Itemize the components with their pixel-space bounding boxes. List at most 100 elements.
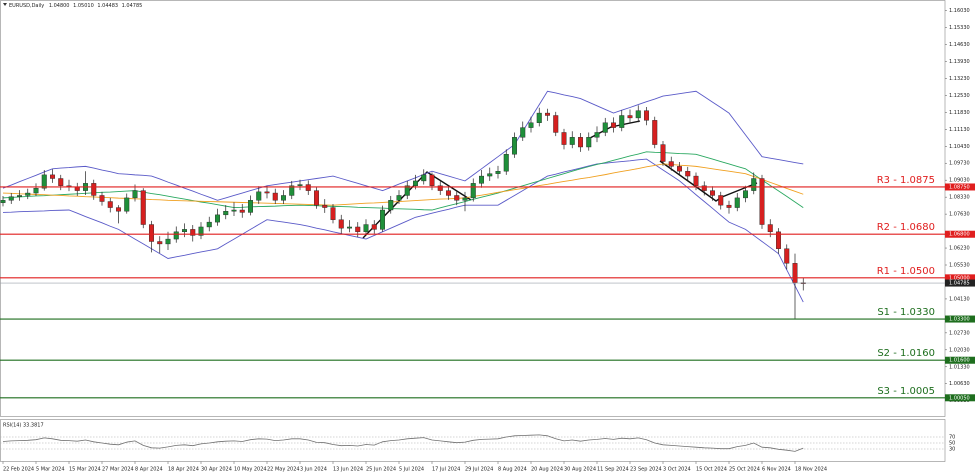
x-tick-label: 8 Aug 2024	[498, 467, 527, 473]
candle-body	[776, 231, 782, 249]
rsi-panel-frame	[0, 419, 946, 462]
candle-body	[685, 171, 691, 177]
y-tick-label: 1.00630	[949, 381, 970, 387]
x-tick-label: 18 Apr 2024	[168, 467, 199, 473]
candle-body	[8, 196, 14, 201]
candle-body	[50, 174, 56, 179]
candle-body	[305, 184, 311, 191]
candle-body	[693, 175, 699, 186]
candle-body	[726, 204, 732, 208]
candle-body	[454, 195, 460, 201]
candle-body	[223, 211, 229, 216]
level-axis-label: 1.03300	[949, 317, 970, 323]
candle-body	[594, 132, 600, 138]
candle-body	[33, 187, 39, 194]
level-axis-box	[945, 230, 975, 238]
candle-body	[198, 226, 204, 236]
candle-body	[734, 197, 740, 208]
candle-body	[190, 229, 196, 236]
x-tick-label: 20 Aug 2024	[531, 467, 563, 473]
y-tick-label: 1.08330	[949, 195, 970, 201]
candle-body	[124, 197, 130, 212]
candle-body	[99, 195, 105, 202]
level-axis-box	[945, 183, 975, 191]
candle-body	[25, 192, 31, 196]
candle-body	[536, 112, 542, 123]
candle-body	[479, 175, 485, 184]
high-value: 1.05010	[73, 3, 94, 9]
candle-body	[355, 226, 361, 233]
collapse-icon[interactable]	[3, 3, 7, 6]
y-tick-label: 1.05530	[949, 263, 970, 269]
candle-body	[107, 201, 113, 208]
candle-body	[470, 183, 476, 199]
candle-body	[247, 200, 253, 213]
rsi-line	[2, 434, 804, 452]
level-label: S3 - 1.0005	[877, 386, 935, 397]
candle-body	[17, 195, 23, 197]
y-tick-label: 1.06230	[949, 246, 970, 252]
symbol: EURUSD,Daily	[9, 3, 44, 9]
y-tick-label: 1.02030	[949, 347, 970, 353]
candle-body	[132, 190, 138, 199]
level-axis-label: 1.00050	[949, 395, 970, 401]
candle-body	[569, 137, 575, 145]
candle-body	[495, 171, 501, 174]
candle-body	[231, 209, 237, 212]
candle-body	[363, 224, 369, 233]
x-tick-label: 30 Aug 2024	[564, 467, 596, 473]
candle-body	[371, 224, 377, 230]
rsi-tick-label: 70	[949, 435, 955, 441]
x-tick-label: 11 Sep 2024	[597, 467, 629, 473]
indicator-line	[2, 90, 804, 201]
candle-body	[792, 263, 798, 283]
x-tick-label: 30 Apr 2024	[201, 467, 232, 473]
x-tick-label: 22 May 2024	[267, 467, 300, 473]
candle-body	[743, 190, 749, 199]
y-tick-label: 1.14630	[949, 42, 970, 48]
indicator-line	[2, 158, 804, 303]
candle-body	[148, 224, 154, 242]
y-tick-label: 1.11130	[949, 127, 970, 133]
candle-body	[181, 229, 187, 233]
x-tick-label: 15 Mar 2024	[69, 467, 101, 473]
level-axis-box	[945, 274, 975, 282]
level-axis-label: 1.08750	[949, 184, 970, 190]
candle-body	[520, 127, 526, 138]
candle-body	[710, 190, 716, 196]
candle-body	[404, 185, 410, 196]
candle-body	[421, 174, 427, 182]
candle-body	[140, 190, 146, 225]
candle-body	[512, 137, 518, 155]
open-value: 1.04800	[49, 3, 70, 9]
candle-body	[437, 185, 443, 191]
candle-body	[264, 191, 270, 194]
current-price-label: 1.04785	[949, 281, 970, 287]
x-tick-label: 8 Apr 2024	[135, 467, 163, 473]
y-tick-label: 1.12530	[949, 93, 970, 99]
candle-body	[388, 200, 394, 211]
candle-body	[157, 241, 163, 245]
y-tick-label: 1.01330	[949, 364, 970, 370]
candle-body	[347, 226, 353, 229]
level-label: S1 - 1.0330	[877, 307, 935, 318]
candle-body	[338, 219, 344, 229]
candle-body	[660, 144, 666, 162]
candle-body	[314, 190, 320, 206]
candle-body	[619, 115, 625, 128]
level-axis-box	[945, 394, 975, 402]
x-tick-label: 15 Oct 2024	[696, 467, 727, 473]
candle-body	[380, 209, 386, 230]
rsi-tick-label: 50	[949, 441, 955, 447]
close-value: 1.04785	[122, 3, 143, 9]
candle-body	[487, 173, 493, 177]
candle-body	[297, 184, 303, 186]
candle-body	[272, 192, 278, 201]
y-tick-label: 1.13930	[949, 59, 970, 65]
y-tick-label: 1.09030	[949, 178, 970, 184]
candle-body	[91, 183, 97, 196]
x-tick-label: 18 Nov 2024	[795, 467, 827, 473]
level-axis-box	[945, 315, 975, 323]
candle-body	[528, 122, 534, 128]
